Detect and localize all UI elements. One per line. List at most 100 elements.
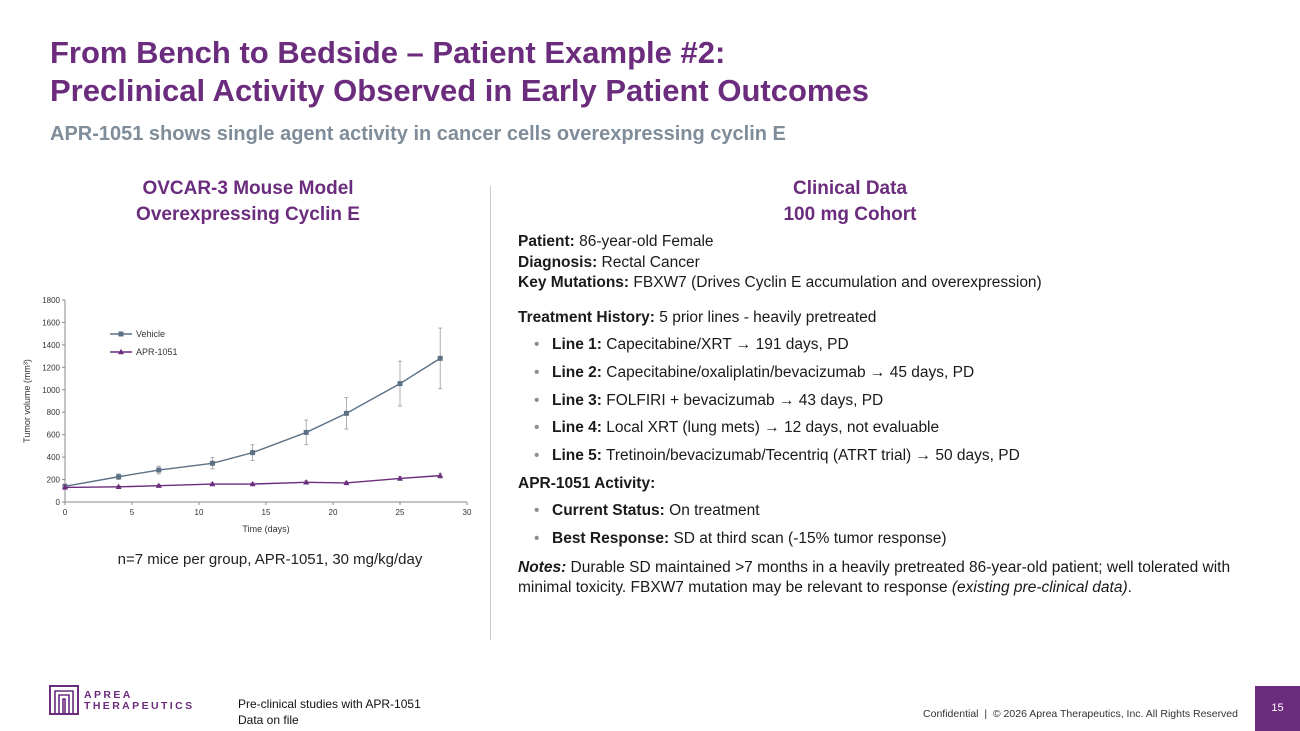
y-tick-label: 0 <box>56 498 61 507</box>
y-tick-label: 1000 <box>42 386 60 395</box>
data-point <box>115 483 122 490</box>
legend-marker <box>118 331 124 337</box>
mouse-model-heading: OVCAR-3 Mouse Model Overexpressing Cycli… <box>60 176 436 228</box>
data-point <box>209 460 215 466</box>
treatment-line-text: FOLFIRI + bevacizumab → 43 days, PD <box>606 391 884 409</box>
data-point <box>343 410 349 416</box>
treatment-line-label: Line 3: <box>552 391 602 409</box>
chart-y-axis-label: Tumor volume (mm³) <box>22 359 32 443</box>
treatment-history-value: 5 prior lines - heavily pretreated <box>659 308 877 326</box>
clinical-data-heading-line1: Clinical Data <box>792 178 908 199</box>
treatment-line-label: Line 1: <box>552 336 602 353</box>
activity-item: • Current Status: On treatment <box>534 502 760 520</box>
clinical-data-heading-line2: 100 mg Cohort <box>783 204 917 225</box>
x-tick-label: 25 <box>396 508 405 517</box>
data-point <box>209 480 216 487</box>
legend-marker <box>118 348 124 355</box>
treatment-line-item: • Line 2: Capecitabine/oxaliplatin/bevaci… <box>534 363 975 381</box>
treatment-line-item: • Line 5: Tretinoin/bevacizumab/Tecentriq… <box>534 447 1020 465</box>
diagnosis-label: Diagnosis: <box>518 253 598 271</box>
notes-paragraph: Notes: Durable SD maintained >7 months i… <box>518 558 1238 599</box>
data-point <box>303 429 309 435</box>
slide-subtitle: APR-1051 shows single agent activity in … <box>50 123 786 145</box>
tumor-volume-chart-svg: 0 200 400 600 800 1000 1200 1400 1600 1800 0 5 10 15 2… <box>22 296 472 534</box>
data-point <box>116 474 122 480</box>
activity-item-label: Best Response: <box>552 530 670 548</box>
mouse-model-heading-line2: Overexpressing Cyclin E <box>136 204 360 225</box>
patient-row: Patient: 86-year-old Female <box>518 232 1238 253</box>
data-point <box>156 467 162 473</box>
data-point <box>437 472 444 478</box>
confidential-notice: Confidential | © 2026 Aprea Therapeutics… <box>923 708 1238 720</box>
x-tick-label: 20 <box>329 508 338 517</box>
diagnosis-value: Rectal Cancer <box>601 253 700 271</box>
mouse-model-heading-line1: OVCAR-3 Mouse Model <box>142 178 354 199</box>
activity-item-text: On treatment <box>669 502 760 520</box>
data-point <box>250 450 256 456</box>
data-point <box>397 475 403 481</box>
data-point <box>397 381 403 387</box>
x-tick-label: 0 <box>63 508 68 517</box>
data-point <box>155 482 162 488</box>
chart-series <box>62 327 444 490</box>
treatment-line-item: • Line 3: FOLFIRI + bevacizumab → 43 days… <box>534 391 884 409</box>
y-tick-label: 1800 <box>42 296 60 305</box>
activity-list: • Current Status: On treatment • Best Resp… <box>518 501 1238 549</box>
y-tick-label: 600 <box>47 431 61 440</box>
series-line <box>64 357 441 487</box>
logo-line2: THERAPEUTICS <box>84 700 195 712</box>
data-point <box>437 355 443 361</box>
activity-item-label: Current Status: <box>552 502 665 520</box>
chart-axes <box>64 300 467 503</box>
notes-text: Durable SD maintained >7 months in a hea… <box>518 558 1231 597</box>
y-tick-label: 1600 <box>42 318 60 327</box>
x-tick-label: 10 <box>195 508 204 517</box>
series-vehicle <box>62 327 443 489</box>
treatment-line-item: • Line 1: Capecitabine/XRT → 191 days, PD <box>534 336 849 353</box>
mutations-row: Key Mutations: FBXW7 (Drives Cyclin E ac… <box>518 273 1238 294</box>
activity-item-text: SD at third scan (-15% tumor response) <box>673 530 947 548</box>
logo-line1: APREA <box>84 689 133 701</box>
y-tick-label: 800 <box>47 408 61 417</box>
treatment-history-row: Treatment History: 5 prior lines - heavi… <box>518 308 1238 329</box>
treatment-lines-list: • Line 1: Capecitabine/XRT → 191 days, PD… <box>518 335 1238 467</box>
y-tick-label: 1400 <box>42 341 60 350</box>
notes-italic-tail: (existing pre-clinical data) <box>951 579 1128 597</box>
diagnosis-row: Diagnosis: Rectal Cancer <box>518 253 1238 274</box>
page-number: 15 <box>1255 686 1300 731</box>
activity-heading: APR-1051 Activity: <box>518 474 1238 495</box>
data-point <box>249 480 256 487</box>
slide-title-line1: From Bench to Bedside – Patient Example … <box>50 35 726 70</box>
aprea-logo-text: APREA THERAPEUTICS <box>84 690 194 712</box>
treatment-line-text: Capecitabine/oxaliplatin/bevacizumab → 4… <box>606 363 975 381</box>
treatment-line-text: Local XRT (lung mets) → 12 days, not eva… <box>606 419 940 437</box>
column-divider <box>490 186 491 640</box>
aprea-logo-icon <box>49 685 79 715</box>
data-point <box>343 479 350 486</box>
clinical-data-heading: Clinical Data 100 mg Cohort <box>700 176 1000 228</box>
y-tick-label: 200 <box>47 476 61 485</box>
footnote: Pre-clinical studies with APR-1051 Data … <box>238 696 421 728</box>
x-tick-label: 5 <box>130 508 135 517</box>
treatment-line-text: Tretinoin/bevacizumab/Tecentriq (ATRT tr… <box>605 447 1020 465</box>
treatment-history-label: Treatment History: <box>518 308 655 326</box>
clinical-details: Patient: 86-year-old Female Diagnosis: R… <box>518 232 1238 599</box>
footnote-line1: Pre-clinical studies with APR-1051 <box>238 697 421 711</box>
x-tick-label: 15 <box>262 508 271 517</box>
activity-label: APR-1051 Activity: <box>518 474 656 492</box>
activity-item: • Best Response: SD at third scan (-15% t… <box>534 530 947 548</box>
treatment-line-item: • Line 4: Local XRT (lung mets) → 12 days… <box>534 419 940 437</box>
chart-legend: Vehicle APR-1051 <box>110 329 178 357</box>
slide-title-line2: Preclinical Activity Observed in Early P… <box>50 73 869 108</box>
patient-value: 86-year-old Female <box>579 233 714 250</box>
notes-end: . <box>1127 579 1132 597</box>
mutations-label: Key Mutations: <box>518 274 630 291</box>
legend-label: APR-1051 <box>136 347 178 357</box>
chart-x-axis-label: Time (days) <box>242 524 289 534</box>
x-tick-label: 30 <box>463 508 472 517</box>
patient-label: Patient: <box>518 233 575 250</box>
chart-caption: n=7 mice per group, APR-1051, 30 mg/kg/d… <box>117 551 423 568</box>
slide-title: From Bench to Bedside – Patient Example … <box>50 34 869 110</box>
series-apr-1051 <box>62 472 444 490</box>
tumor-volume-chart: 0 200 400 600 800 1000 1200 1400 1600 1800 0 5 10 15 2… <box>20 290 480 540</box>
